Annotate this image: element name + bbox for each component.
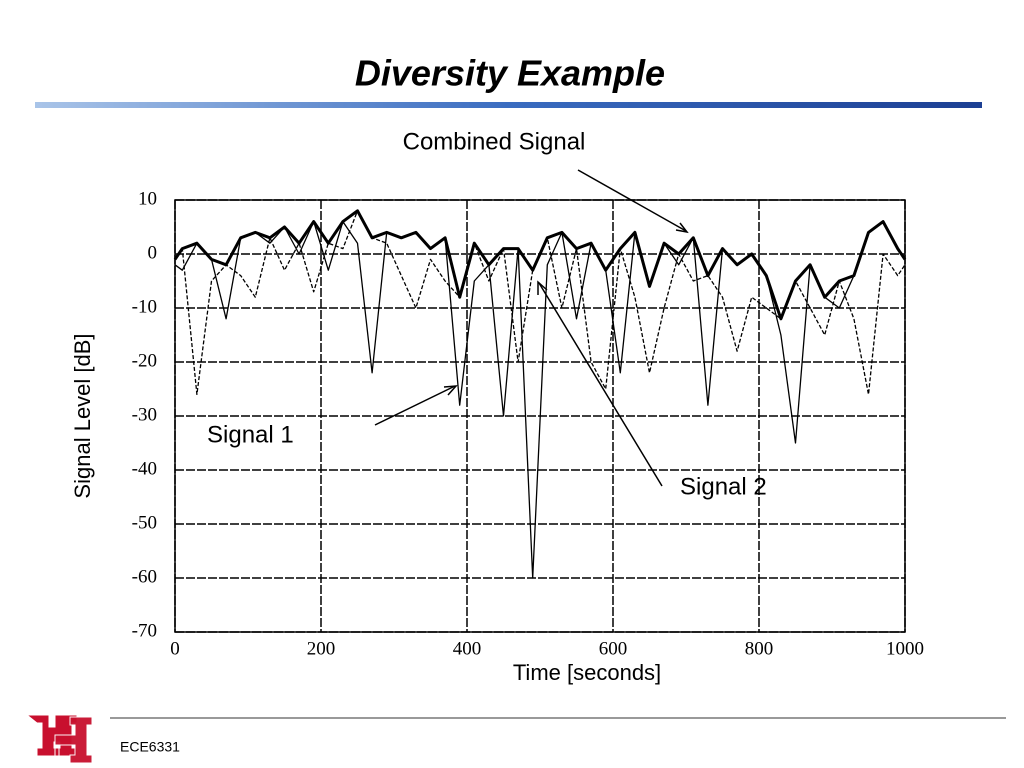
y-tick-label: -20 [132,350,157,371]
x-tick-label: 0 [170,638,180,659]
series-line [174,210,906,396]
x-tick-label: 200 [307,638,336,659]
slide-title: Diversity Example [355,53,665,94]
series-line [174,220,906,579]
x-tick-label: 1000 [886,638,924,659]
series-annotation: Combined Signal [403,128,586,155]
x-tick-label: 400 [453,638,482,659]
footer-text: ECE6331 [120,739,180,755]
x-tick-label: 800 [745,638,774,659]
y-tick-label: -60 [132,566,157,587]
series-annotation: Signal 1 [207,421,294,448]
y-tick-label: -50 [132,512,157,533]
y-tick-label: -70 [132,620,157,641]
y-axis-label: Signal Level [dB] [70,333,95,498]
x-axis-label: Time [seconds] [513,660,661,685]
y-tick-label: -40 [132,458,157,479]
x-tick-label: 600 [599,638,628,659]
annotation-arrows [374,169,689,487]
y-tick-label: 10 [138,188,157,209]
logo [25,714,93,764]
header-rule [35,102,982,108]
y-tick-label: -30 [132,404,157,425]
y-tick-label: 0 [148,242,158,263]
y-tick-label: -10 [132,296,157,317]
series-line [173,209,907,321]
series-annotation: Signal 2 [680,473,767,500]
